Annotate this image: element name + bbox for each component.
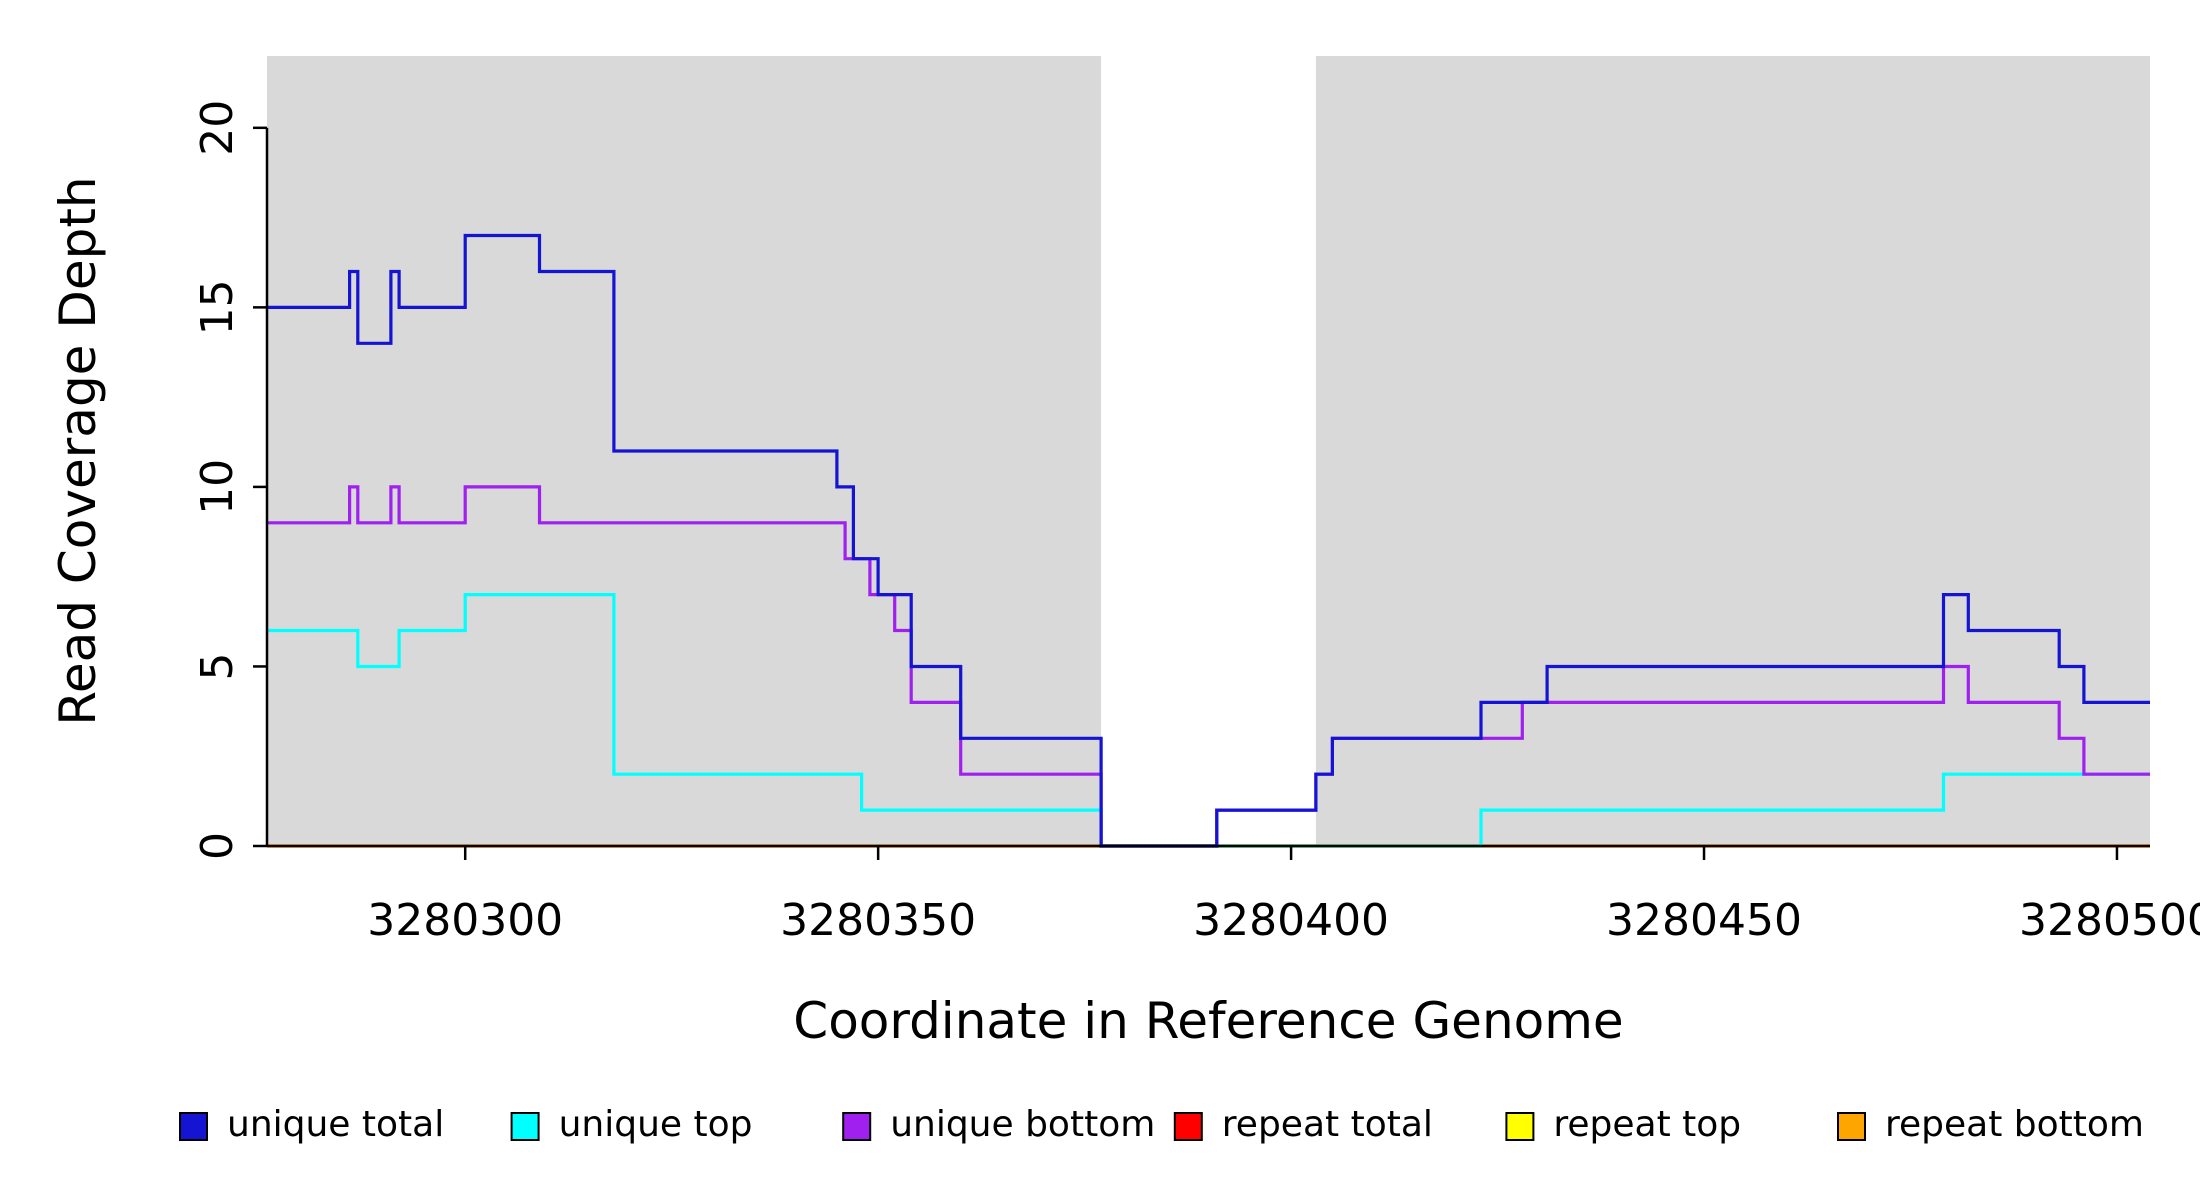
series-line-unique-top <box>267 593 2150 848</box>
legend-swatch-unique-top <box>510 1112 540 1141</box>
series-line-unique-bottom <box>267 485 2150 848</box>
legend-swatch-repeat-top <box>1505 1112 1535 1141</box>
x-tick-label: 3280300 <box>367 895 563 946</box>
legend-swatch-unique-total <box>179 1112 208 1141</box>
legend-label-unique-total: unique total <box>227 1104 444 1145</box>
legend-label-repeat-top: repeat top <box>1553 1104 1741 1145</box>
legend-swatch-unique-bottom <box>842 1112 872 1141</box>
y-tick-label: 0 <box>192 832 243 860</box>
legend-label-unique-bottom: unique bottom <box>890 1104 1155 1145</box>
legend-swatch-repeat-total <box>1173 1112 1203 1141</box>
x-tick-label: 3280350 <box>780 895 976 946</box>
legend-label-repeat-total: repeat total <box>1222 1104 1433 1145</box>
series-line-unique-total <box>267 233 2150 848</box>
y-tick-label: 15 <box>192 279 243 335</box>
legend-swatch-repeat-bottom <box>1837 1112 1866 1141</box>
y-tick-label: 10 <box>192 459 243 515</box>
x-tick-label: 3280450 <box>1606 895 1802 946</box>
y-axis-title: Read Coverage Depth <box>49 176 107 725</box>
x-tick-label: 3280500 <box>2019 895 2200 946</box>
x-axis-title: Coordinate in Reference Genome <box>793 992 1623 1050</box>
y-tick-label: 20 <box>192 100 243 156</box>
legend-label-repeat-bottom: repeat bottom <box>1885 1104 2144 1145</box>
shaded-region-2 <box>1315 56 2150 846</box>
x-tick-label: 3280400 <box>1193 895 1389 946</box>
y-tick-label: 5 <box>192 653 243 681</box>
legend-label-unique-top: unique top <box>559 1104 753 1145</box>
